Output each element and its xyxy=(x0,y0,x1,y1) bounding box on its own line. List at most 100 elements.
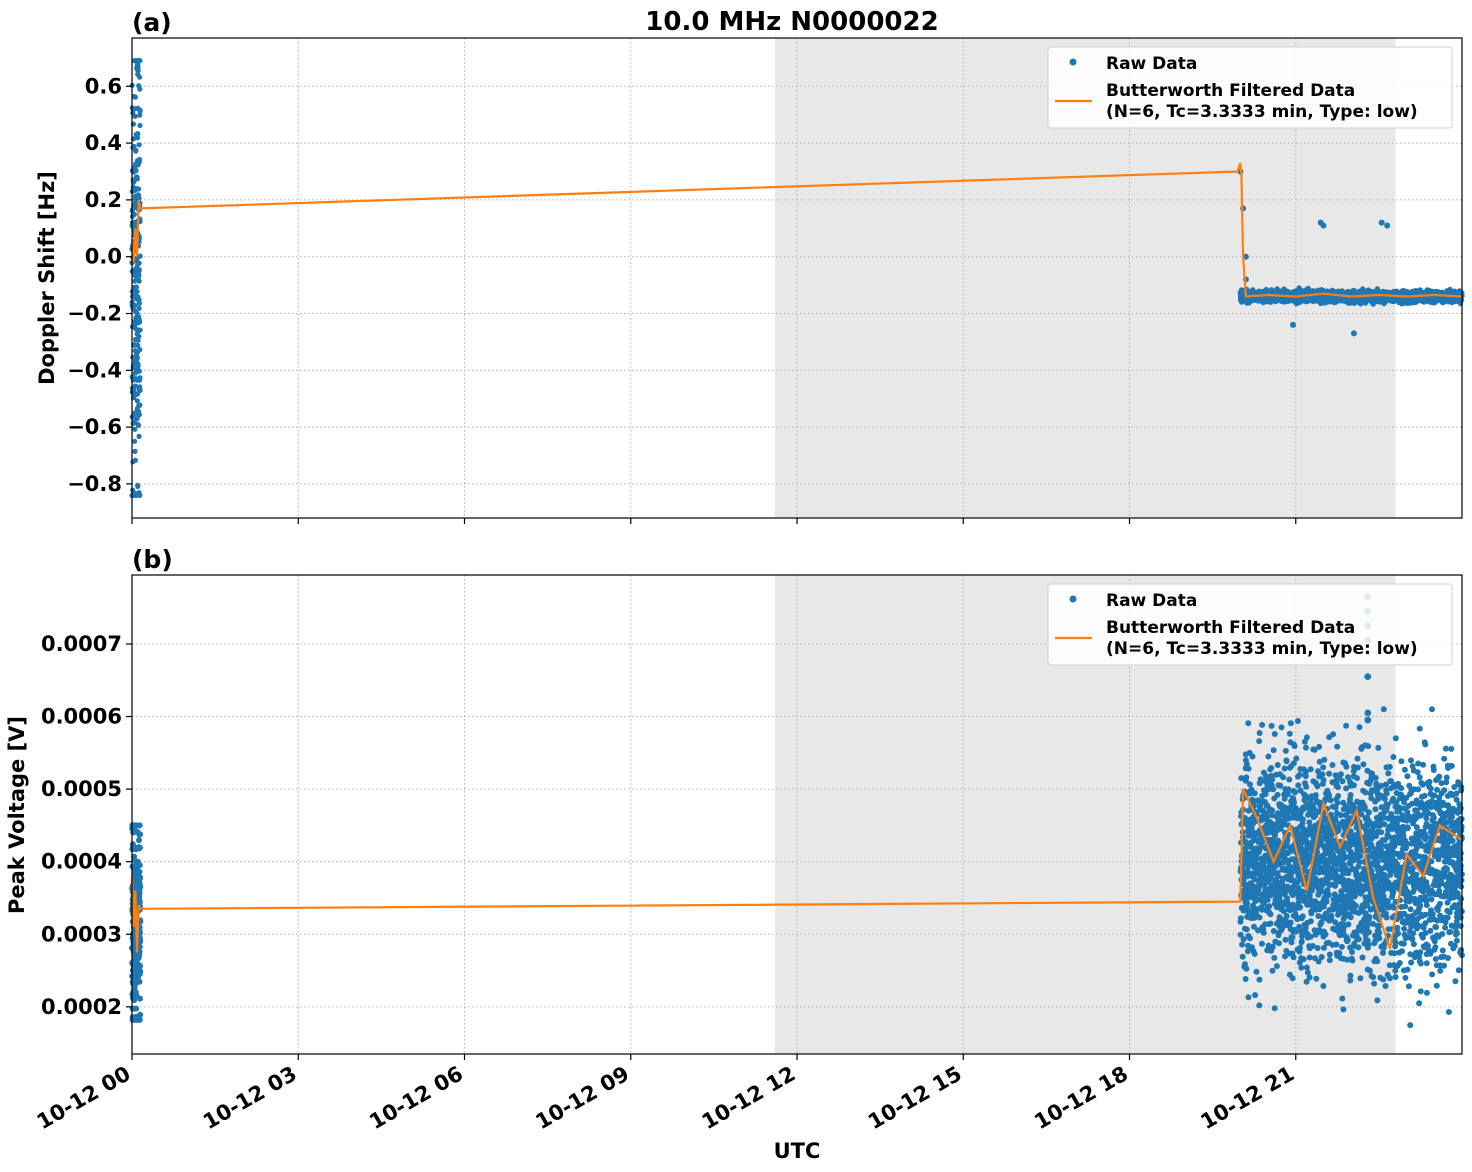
raw-point xyxy=(135,482,141,488)
raw-point xyxy=(1394,296,1400,302)
raw-point-outlier xyxy=(1378,219,1385,226)
raw-point xyxy=(1356,724,1363,731)
raw-point xyxy=(1242,961,1248,968)
panel-a-grid xyxy=(132,38,1462,518)
raw-point xyxy=(1392,974,1399,980)
raw-point xyxy=(1365,847,1372,854)
raw-point xyxy=(1239,953,1246,960)
raw-point xyxy=(1403,897,1410,904)
raw-point xyxy=(1343,785,1350,792)
raw-point xyxy=(1245,933,1252,939)
raw-point xyxy=(134,131,141,137)
raw-point xyxy=(1286,730,1293,737)
raw-point xyxy=(1384,971,1391,978)
raw-point xyxy=(1430,763,1437,770)
raw-point xyxy=(131,211,137,217)
raw-point xyxy=(1394,929,1401,936)
raw-point xyxy=(1279,866,1286,873)
raw-point xyxy=(136,837,142,844)
raw-point xyxy=(1329,762,1336,768)
raw-point xyxy=(1428,824,1435,831)
raw-point xyxy=(1326,917,1333,924)
raw-point xyxy=(136,412,142,418)
raw-point xyxy=(1332,772,1339,779)
raw-point xyxy=(1266,836,1273,843)
raw-point xyxy=(1330,731,1337,738)
raw-point xyxy=(1396,960,1403,966)
raw-point xyxy=(1318,954,1325,960)
raw-point xyxy=(1416,1000,1423,1007)
raw-point xyxy=(1251,923,1257,930)
raw-point xyxy=(1273,288,1279,294)
raw-point xyxy=(1400,940,1407,947)
raw-point xyxy=(136,272,142,278)
raw-point xyxy=(135,955,141,962)
raw-point xyxy=(1429,706,1435,713)
raw-point xyxy=(1431,853,1438,859)
raw-point xyxy=(1385,815,1392,822)
legend-raw-marker xyxy=(1069,58,1077,66)
raw-point xyxy=(1303,783,1310,790)
raw-point xyxy=(1428,896,1435,903)
raw-point xyxy=(1259,940,1265,947)
raw-point xyxy=(1360,761,1367,768)
raw-point xyxy=(1307,918,1314,925)
raw-point xyxy=(1356,859,1363,866)
raw-point xyxy=(1303,289,1309,295)
raw-point xyxy=(1445,1009,1452,1015)
raw-point xyxy=(1280,774,1287,781)
raw-point-outlier xyxy=(1320,222,1327,229)
raw-point xyxy=(1296,923,1303,930)
raw-point xyxy=(1375,287,1381,293)
raw-point xyxy=(1271,731,1278,737)
raw-point xyxy=(1433,982,1440,989)
raw-point xyxy=(1326,907,1333,913)
raw-point xyxy=(1380,976,1387,983)
raw-point xyxy=(1302,772,1309,778)
raw-point xyxy=(1429,971,1436,978)
raw-point xyxy=(1453,913,1460,920)
raw-point xyxy=(133,326,139,332)
raw-point xyxy=(1390,754,1397,760)
raw-point xyxy=(1413,288,1419,294)
raw-point xyxy=(1421,739,1428,746)
raw-point xyxy=(130,221,136,227)
raw-point xyxy=(132,492,138,498)
raw-point xyxy=(1267,766,1274,773)
raw-point xyxy=(134,310,140,316)
raw-point xyxy=(1245,720,1252,727)
raw-point xyxy=(136,142,142,148)
raw-point xyxy=(1401,925,1408,932)
raw-point xyxy=(129,843,136,850)
raw-point xyxy=(1290,954,1297,961)
raw-point xyxy=(1256,976,1263,983)
raw-point xyxy=(133,161,139,167)
raw-point xyxy=(137,122,143,129)
raw-point xyxy=(1371,980,1378,987)
raw-point xyxy=(1450,945,1457,952)
raw-point xyxy=(137,156,143,163)
raw-point xyxy=(1427,927,1434,934)
raw-point xyxy=(134,366,140,372)
raw-point xyxy=(1273,963,1280,970)
raw-point xyxy=(1365,809,1372,816)
y-tick-label: −0.8 xyxy=(67,472,122,496)
raw-point xyxy=(1405,983,1412,990)
raw-point xyxy=(1402,889,1409,896)
raw-point xyxy=(1399,296,1405,302)
raw-point xyxy=(1368,795,1375,802)
raw-point xyxy=(1237,931,1244,938)
raw-point xyxy=(1383,914,1390,921)
raw-point xyxy=(1326,770,1333,777)
raw-point xyxy=(1417,988,1424,995)
raw-point xyxy=(136,433,142,439)
raw-point xyxy=(1255,927,1261,934)
raw-point xyxy=(1290,760,1297,767)
raw-point xyxy=(133,962,140,969)
raw-point xyxy=(1245,908,1252,915)
raw-point xyxy=(1286,764,1293,771)
raw-point xyxy=(1247,788,1254,795)
raw-point xyxy=(1257,872,1264,878)
raw-point xyxy=(1304,969,1311,976)
raw-point xyxy=(137,253,143,259)
